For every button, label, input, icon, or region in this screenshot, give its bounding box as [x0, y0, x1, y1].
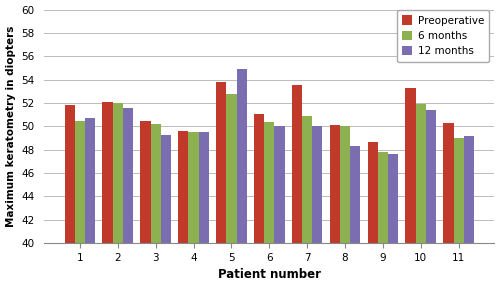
Bar — [340, 126, 350, 287]
Bar — [416, 104, 426, 287]
Bar — [302, 116, 312, 287]
Bar — [102, 102, 113, 287]
Bar — [312, 126, 322, 287]
Bar — [274, 126, 284, 287]
Bar — [75, 121, 85, 287]
Bar — [388, 154, 398, 287]
Bar — [150, 124, 161, 287]
Bar — [264, 122, 274, 287]
Bar — [378, 152, 388, 287]
Bar — [426, 110, 436, 287]
Bar — [350, 146, 360, 287]
Bar — [188, 132, 198, 287]
Legend: Preoperative, 6 months, 12 months: Preoperative, 6 months, 12 months — [397, 10, 489, 62]
Bar — [112, 103, 123, 287]
Bar — [464, 136, 474, 287]
Bar — [198, 132, 209, 287]
Bar — [226, 94, 236, 287]
Bar — [330, 125, 340, 287]
Bar — [178, 131, 188, 287]
Bar — [161, 135, 171, 287]
X-axis label: Patient number: Patient number — [218, 268, 321, 282]
Bar — [236, 69, 246, 287]
Bar — [64, 105, 75, 287]
Y-axis label: Maximum keratometry in diopters: Maximum keratometry in diopters — [6, 26, 16, 227]
Bar — [85, 118, 95, 287]
Bar — [292, 86, 302, 287]
Bar — [368, 141, 378, 287]
Bar — [454, 138, 464, 287]
Bar — [254, 114, 264, 287]
Bar — [216, 82, 226, 287]
Bar — [123, 108, 133, 287]
Bar — [406, 88, 415, 287]
Bar — [140, 121, 150, 287]
Bar — [444, 123, 454, 287]
